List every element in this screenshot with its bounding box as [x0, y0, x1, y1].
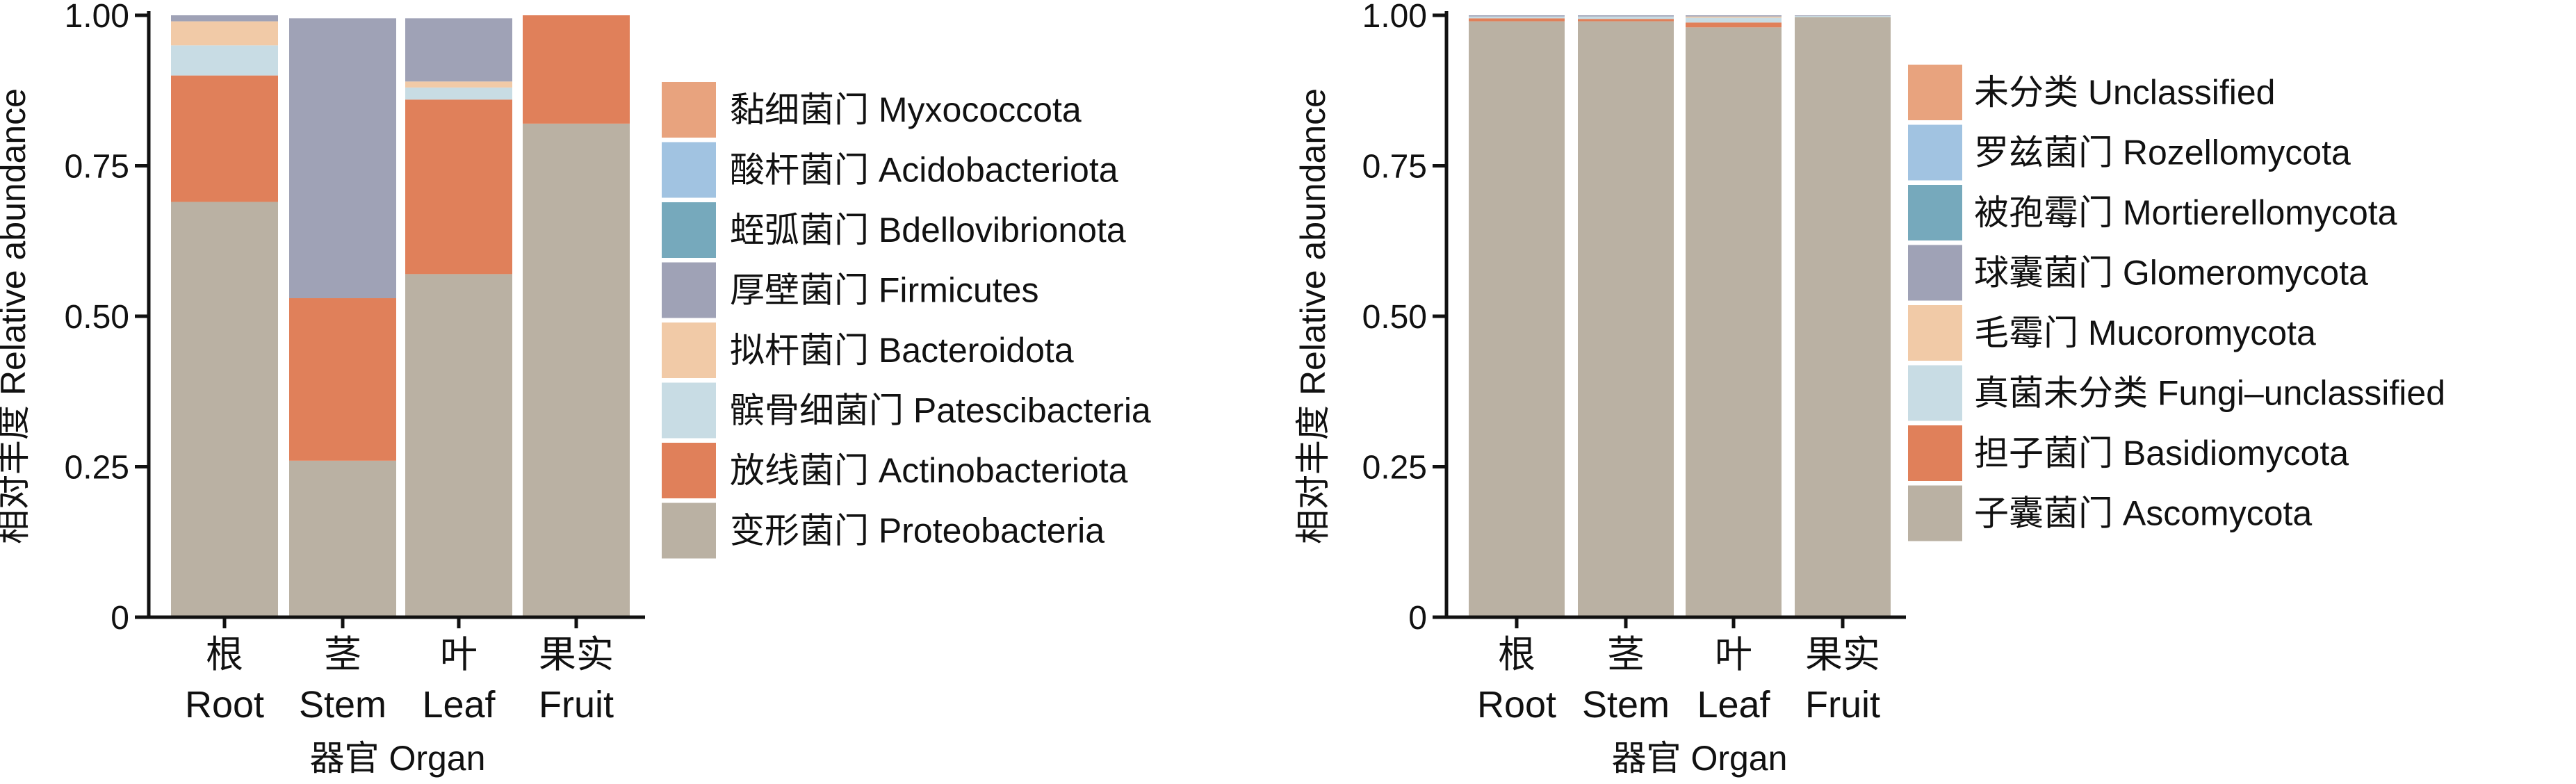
y-tick-label: 0.75 [65, 149, 129, 186]
legend-swatch [662, 503, 716, 559]
bar-segment [1795, 17, 1891, 617]
legend-swatch [662, 262, 716, 318]
y-tick-label: 0.25 [1362, 450, 1427, 487]
legend-label: 酸杆菌门 Acidobacteriota [730, 151, 1118, 190]
bar-segment [1469, 15, 1565, 17]
bar-segment [405, 274, 512, 617]
x-tick-label: Fruit [1805, 684, 1880, 726]
x-tick-label: Stem [299, 684, 386, 726]
bar-segment [405, 81, 512, 88]
y-tick-label: 0.50 [1362, 299, 1427, 336]
legend-swatch [662, 382, 716, 439]
bar-segment [1578, 21, 1674, 618]
legend-label: 髌骨细菌门 Patescibacteria [730, 391, 1151, 430]
bar-segment [1469, 16, 1565, 19]
legend-label: 厚壁菌门 Firmicutes [730, 271, 1038, 310]
bar-segment [1469, 18, 1565, 22]
legend-swatch [662, 82, 716, 138]
bar-segment [405, 99, 512, 275]
y-tick-label: 0 [1408, 600, 1427, 637]
legend-swatch [1908, 485, 1962, 541]
bar-segment [405, 18, 512, 82]
x-tick-label: 根 [1498, 634, 1535, 676]
legend-label: 担子菌门 Basidiomycota [1974, 434, 2349, 473]
legend-label: 真菌未分类 Fungi–unclassified [1974, 374, 2445, 413]
x-tick-label: 茎 [1607, 634, 1645, 676]
bar-segment [171, 75, 278, 202]
legend-swatch [1908, 365, 1962, 421]
legend-swatch [662, 142, 716, 198]
legend-label: 放线菌门 Actinobacteriota [730, 451, 1128, 490]
bar-segment [289, 298, 396, 461]
bar-segment [1686, 27, 1782, 617]
x-tick-label: Stem [1582, 684, 1670, 726]
legend-label: 变形菌门 Proteobacteria [730, 512, 1104, 550]
x-axis-title: 器官 Organ [1612, 739, 1788, 778]
bar-segment [1686, 15, 1782, 17]
y-tick-label: 1.00 [1362, 0, 1427, 35]
bar-segment [171, 21, 278, 46]
legend-label: 被孢霉门 Mortierellomycota [1974, 193, 2397, 232]
bar-segment [405, 87, 512, 100]
legend-swatch [1908, 305, 1962, 361]
legend-label: 拟杆菌门 Bacteroidota [730, 331, 1074, 370]
bar-segment [1578, 16, 1674, 19]
y-tick-label: 0.50 [65, 299, 129, 336]
legend-swatch [662, 202, 716, 258]
x-tick-label: 果实 [1805, 634, 1880, 676]
x-tick-label: 根 [206, 634, 243, 676]
x-axis-title: 器官 Organ [310, 739, 486, 778]
y-axis-title: 相对丰度 Relative abundance [1294, 88, 1332, 544]
x-tick-label: 叶 [440, 634, 478, 676]
legend-label: 子囊菌门 Ascomycota [1974, 494, 2312, 533]
x-tick-label: 茎 [324, 634, 361, 676]
y-tick-label: 0 [111, 600, 129, 637]
y-axis-title: 相对丰度 Relative abundance [0, 88, 33, 544]
bar-segment [1795, 15, 1891, 16]
bar-segment [1686, 17, 1782, 23]
legend-swatch [1908, 185, 1962, 240]
x-tick-label: Leaf [1697, 684, 1770, 726]
bar-segment [171, 15, 278, 22]
bar-segment [523, 123, 630, 617]
x-tick-label: Leaf [422, 684, 496, 726]
bar-segment [1578, 15, 1674, 17]
legend-label: 黏细菌门 Myxococcota [730, 90, 1082, 129]
legend-label: 毛霉门 Mucoromycota [1974, 313, 2316, 352]
legend-swatch [1908, 65, 1962, 120]
legend-label: 球囊菌门 Glomeromycota [1974, 254, 2368, 293]
bar-segment [171, 202, 278, 618]
bar-segment [289, 460, 396, 617]
bar-segment [1469, 21, 1565, 618]
legend-label: 罗兹菌门 Rozellomycota [1974, 133, 2351, 172]
legend-label: 未分类 Unclassified [1974, 73, 2275, 112]
bar-segment [1686, 16, 1782, 18]
legend-swatch [1908, 124, 1962, 181]
legend-swatch [1908, 245, 1962, 301]
bar-segment [1578, 19, 1674, 22]
bar-segment [171, 45, 278, 76]
legend-swatch [662, 322, 716, 378]
legend-label: 蛭弧菌门 Bdellovibrionota [730, 211, 1126, 250]
x-tick-label: Root [185, 684, 264, 726]
bar-segment [1686, 22, 1782, 28]
x-tick-label: 果实 [539, 634, 614, 676]
bar-segment [1795, 15, 1891, 17]
bar-segment [523, 15, 630, 124]
x-tick-label: 叶 [1715, 634, 1752, 676]
y-tick-label: 0.25 [65, 450, 129, 487]
legend-swatch [662, 443, 716, 498]
bacteria-stacked-bar-chart: 根 Root 茎 Stem 叶 Leaf 果实 Fruit 0 0.25 0.50 0.75 1.00 相… [0, 0, 1151, 778]
y-tick-label: 0.75 [1362, 149, 1427, 186]
x-tick-label: Root [1477, 684, 1556, 726]
y-tick-label: 1.00 [65, 0, 129, 35]
bar-segment [289, 18, 396, 299]
legend-swatch [1908, 425, 1962, 481]
x-tick-label: Fruit [539, 684, 614, 726]
fungi-stacked-bar-chart: 根 Root 茎 Stem 叶 Leaf 果实 Fruit 0 0.25 0.50 0.75 1.00 相… [1294, 0, 2445, 778]
